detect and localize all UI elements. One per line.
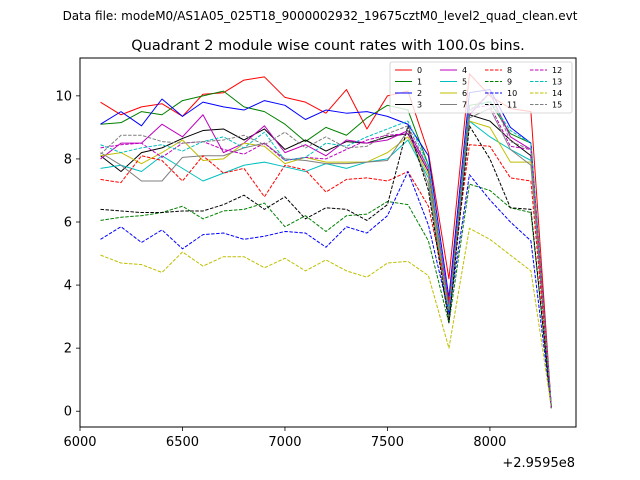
series-line-9	[100, 183, 552, 409]
series-line-15	[100, 92, 552, 409]
chart-title: Quadrant 2 module wise count rates with …	[131, 38, 525, 54]
x-tick-label-8000: 8000	[473, 435, 506, 450]
x-axis: 6000 6500 7000 7500 8000	[63, 427, 506, 450]
legend-label-7: 7	[462, 101, 467, 110]
series-line-11	[100, 125, 552, 409]
legend-label-3: 3	[417, 101, 422, 110]
axes-frame	[79, 57, 577, 428]
y-tick-label-6: 6	[64, 216, 72, 231]
series-line-6	[100, 120, 552, 409]
series-line-14	[100, 227, 552, 409]
y-tick-label-2: 2	[64, 342, 72, 357]
legend-label-12: 12	[552, 66, 562, 75]
series-line-10	[100, 171, 552, 409]
legend-label-8: 8	[507, 66, 512, 75]
series-line-8	[100, 144, 552, 409]
series-line-12	[100, 104, 552, 409]
y-axis: 0 2 4 6 8 10	[55, 89, 80, 420]
legend-label-10: 10	[507, 89, 517, 98]
y-tick-label-4: 4	[64, 279, 72, 294]
legend-label-15: 15	[552, 101, 562, 110]
legend-label-2: 2	[417, 89, 422, 98]
legend-label-9: 9	[507, 78, 512, 87]
legend-box	[389, 61, 573, 114]
legend-label-13: 13	[552, 78, 562, 87]
y-tick-label-0: 0	[64, 405, 72, 420]
legend-label-6: 6	[462, 89, 467, 98]
legend-label-5: 5	[462, 78, 467, 87]
series-line-1	[100, 90, 552, 409]
series-layer	[100, 73, 552, 409]
x-tick-label-7500: 7500	[371, 435, 404, 450]
series-line-4	[100, 92, 552, 409]
legend-label-14: 14	[552, 89, 562, 98]
x-tick-label-6500: 6500	[166, 435, 199, 450]
x-tick-label-7000: 7000	[268, 435, 301, 450]
legend-label-4: 4	[462, 66, 467, 75]
series-line-0	[100, 73, 552, 409]
legend-label-1: 1	[417, 78, 422, 87]
series-line-7	[100, 107, 552, 409]
y-tick-label-10: 10	[55, 89, 72, 104]
legend-label-11: 11	[507, 101, 517, 110]
x-tick-label-6000: 6000	[63, 435, 96, 450]
suptitle: Data file: modeM0/AS1A05_025T18_90000029…	[63, 9, 578, 23]
y-tick-label-8: 8	[64, 152, 72, 167]
series-line-3	[100, 114, 552, 409]
x-axis-offset-label: +2.9595e8	[502, 456, 575, 471]
legend-label-0: 0	[417, 66, 422, 75]
series-line-13	[100, 100, 552, 409]
